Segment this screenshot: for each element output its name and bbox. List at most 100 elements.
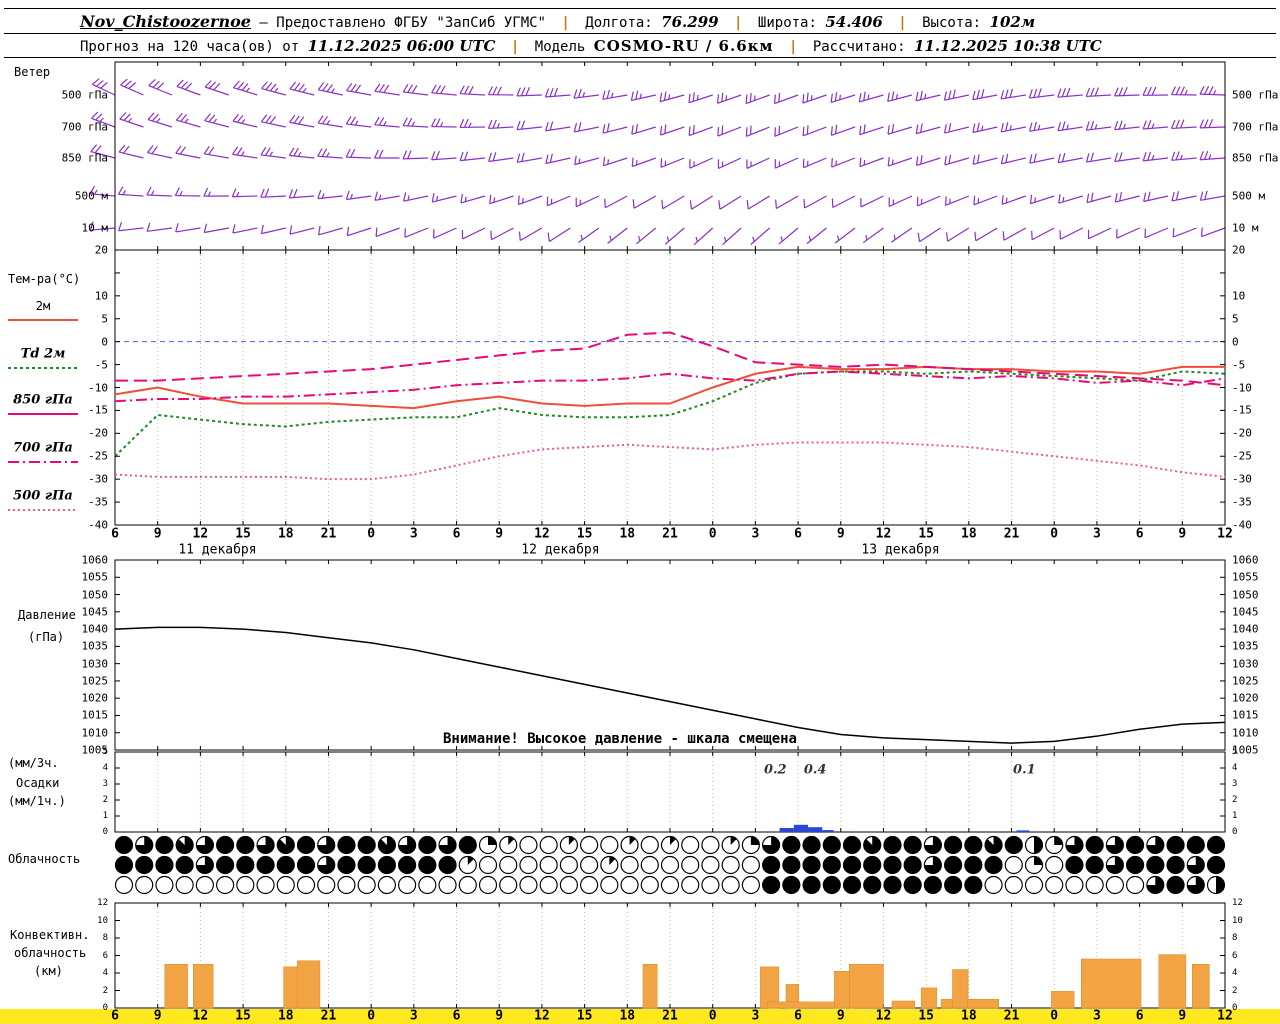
axis-label: 0	[708, 1008, 717, 1024]
axis-label: 700 гПа	[13, 440, 73, 456]
axis-label: 500 м	[1232, 189, 1266, 203]
axis-label: 12	[97, 898, 108, 908]
axis-label: 0	[1232, 827, 1238, 837]
separator-icon: |	[898, 15, 907, 31]
model-name: COSMO-RU / 6.6км	[593, 37, 774, 55]
precip-label-1: (мм/3ч.	[8, 756, 59, 770]
axis-label: 4	[1232, 968, 1238, 978]
separator-icon: |	[734, 15, 743, 31]
convective-label-1: Конвективн.	[10, 928, 90, 942]
axis-label: 18	[961, 1008, 977, 1024]
axis-label: 12 декабря	[521, 542, 600, 558]
convective-label-2: облачность	[14, 946, 87, 960]
axis-label: 1025	[81, 674, 109, 688]
axis-label: 9	[836, 526, 845, 542]
axis-label: 6	[452, 526, 461, 542]
axis-label: 10	[97, 915, 108, 926]
axis-label: 3	[409, 1008, 418, 1024]
axis-label: 1005	[1232, 743, 1259, 757]
axis-label: 9	[153, 1008, 162, 1024]
axis-label: -30	[88, 472, 108, 486]
axis-label: -10	[1232, 381, 1252, 394]
axis-label: 15	[918, 526, 934, 542]
axis-label: 6	[794, 1008, 802, 1024]
axis-label: 5	[1232, 312, 1239, 326]
axis-label: 0.4	[803, 762, 827, 778]
axis-label: -15	[88, 403, 108, 417]
axis-label: 2	[102, 795, 108, 805]
axis-label: 13 декабря	[861, 542, 940, 558]
axis-label: -20	[88, 426, 108, 440]
axis-label: 0	[102, 827, 108, 837]
longitude-label: Долгота:	[585, 15, 653, 31]
axis-label: 6	[111, 526, 119, 542]
provider-text: — Предоставлено ФГБУ "ЗапСиб УГМС"	[259, 15, 546, 31]
axis-label: 500 гПа	[1232, 88, 1279, 102]
axis-label: 0	[367, 526, 376, 542]
axis-label: 1060	[1232, 553, 1259, 567]
axis-label: 3	[1093, 1008, 1101, 1024]
axis-label: 20	[1232, 243, 1246, 257]
axis-label: 0	[1232, 1003, 1238, 1013]
axis-label: 6	[111, 1008, 119, 1024]
axis-label: 21	[1003, 1008, 1020, 1024]
axis-label: 850 гПа	[1232, 151, 1279, 165]
temperature-lines	[8, 249, 1226, 526]
axis-label: 700 гПа	[1232, 120, 1279, 134]
header-rule-top	[4, 8, 1276, 9]
axis-label: 15	[576, 1008, 593, 1024]
altitude-label: Высота:	[922, 15, 982, 31]
convective-label-3: (км)	[34, 964, 63, 978]
axis-label: 2	[1232, 985, 1238, 996]
header-rule-bottom	[4, 57, 1276, 58]
axis-label: 1020	[1232, 691, 1259, 705]
axis-label: 12	[192, 526, 209, 542]
axis-label: 1020	[81, 691, 109, 705]
axis-label: 1	[102, 811, 108, 821]
axis-label: 0	[1232, 335, 1239, 349]
axis-label: 12	[534, 1008, 550, 1024]
axis-label: 1030	[81, 657, 109, 671]
axis-label: 1040	[1232, 622, 1259, 636]
altitude-value: 102м	[989, 13, 1036, 31]
axis-label: 15	[576, 526, 593, 542]
axis-label: 500 гПа	[61, 88, 108, 102]
axis-label: -30	[1232, 472, 1252, 486]
longitude-value: 76.299	[661, 13, 719, 31]
axis-label: 850 гПа	[61, 151, 108, 165]
separator-icon: |	[788, 39, 798, 55]
axis-label: 3	[751, 1008, 760, 1024]
axis-label: 8	[102, 933, 108, 943]
forecast-label: Прогноз на 120 часа(ов) от	[80, 39, 300, 55]
axis-label: 12	[534, 526, 550, 542]
axis-label: 18	[277, 1008, 294, 1024]
pressure-label-2: (гПа)	[28, 630, 65, 644]
header-rule-mid	[4, 33, 1276, 34]
axis-label: 3	[102, 779, 108, 789]
axis-label: 0.1	[1013, 762, 1036, 778]
axis-label: 0	[367, 1008, 376, 1024]
axis-label: 9	[495, 526, 504, 542]
axis-label: 500 гПа	[13, 488, 73, 504]
axis-label: -40	[88, 518, 108, 532]
axis-label: 1045	[1232, 605, 1259, 619]
axis-label: 6	[794, 526, 802, 542]
axis-label: 8	[1232, 933, 1238, 943]
axis-label: 5	[1232, 747, 1238, 757]
axis-label: 20	[94, 243, 108, 257]
axis-label: 1025	[1232, 674, 1259, 688]
axis-label: 0	[1050, 526, 1059, 542]
header-line-2: Прогноз на 120 часа(ов) от 11.12.2025 06…	[80, 37, 1102, 55]
pressure-line	[114, 559, 1226, 751]
axis-label: -10	[88, 381, 108, 394]
separator-icon: |	[510, 39, 520, 55]
axis-label: 10	[1232, 915, 1243, 926]
axis-label: 1	[1232, 811, 1238, 821]
axis-label: 1035	[1232, 639, 1259, 653]
axis-label: 3	[751, 526, 760, 542]
axis-label: 1010	[81, 726, 109, 740]
axis-label: 1040	[81, 622, 109, 636]
calc-time: 11.12.2025 10:38 UTC	[913, 37, 1102, 55]
axis-label: -15	[1232, 403, 1252, 417]
